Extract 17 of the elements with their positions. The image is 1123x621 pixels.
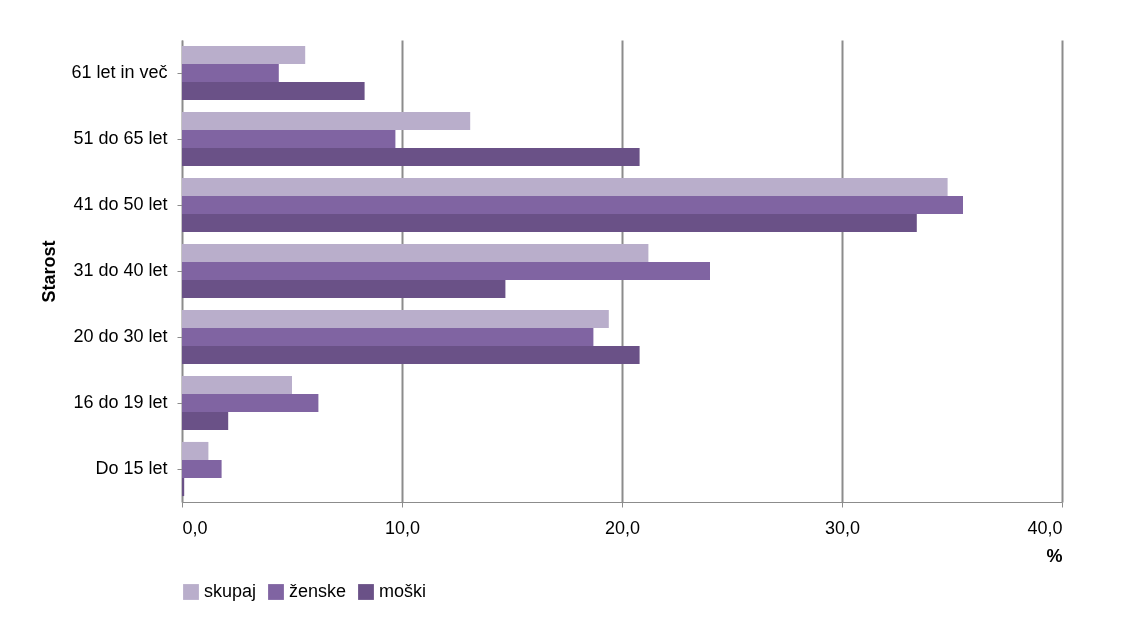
x-tick-label: 30,0	[824, 517, 861, 538]
x-tick-label: 10,0	[384, 517, 421, 538]
y-tick-label: 31 do 40 let	[73, 260, 168, 280]
y-tick-label: 16 do 19 let	[73, 392, 168, 412]
y-tick-label: 61 let in več	[71, 62, 168, 82]
x-tick-label: 40,0	[1027, 517, 1063, 538]
legend-label: skupaj	[204, 581, 257, 601]
y-axis-title: Starost	[39, 240, 60, 303]
y-tick-label: Do 15 let	[95, 458, 168, 478]
y-tick-label: 51 do 65 let	[73, 128, 168, 148]
legend-label: moški	[379, 581, 427, 601]
x-tick-label: 0,0	[182, 517, 208, 538]
y-tick-label: 20 do 30 let	[73, 326, 168, 346]
legend-label: ženske	[289, 581, 347, 601]
x-axis-title: %	[1046, 545, 1063, 566]
x-tick-label: 20,0	[604, 517, 641, 538]
y-tick-label: 41 do 50 let	[73, 194, 168, 214]
